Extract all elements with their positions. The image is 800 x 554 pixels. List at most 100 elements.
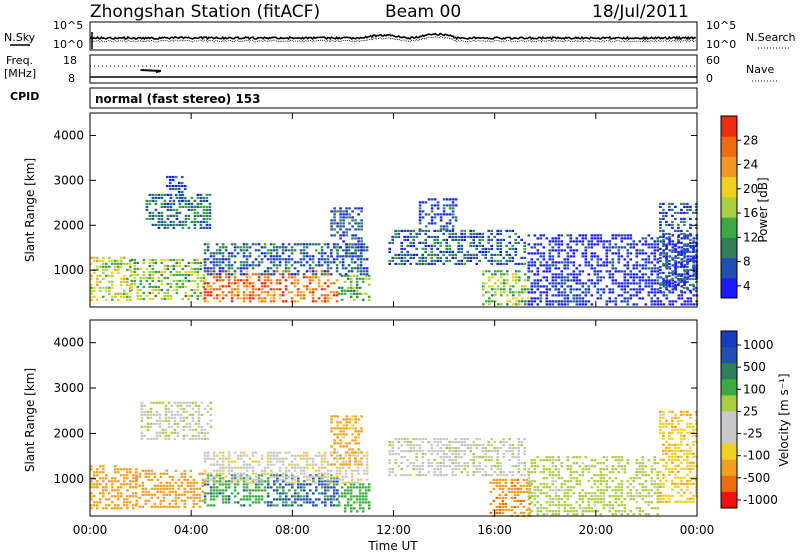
heatmap-cell [515,282,518,285]
heatmap-cell [236,481,240,484]
heatmap-cell [492,508,496,511]
heatmap-cell [206,481,210,484]
heatmap-cell [300,504,303,507]
heatmap-cell [215,481,219,484]
heatmap-cell [614,300,618,303]
heatmap-cell [195,496,199,499]
heatmap-cell [311,288,315,291]
heatmap-cell [581,243,585,246]
heatmap-cell [677,283,680,286]
heatmap-cell [554,468,558,471]
heatmap-cell [151,196,155,199]
heatmap-cell [263,252,267,255]
heatmap-cell [665,244,668,247]
heatmap-cell [608,240,612,243]
heatmap-cell [345,249,348,252]
heatmap-cell [551,240,555,243]
heatmap-cell [581,462,585,465]
heatmap-cell [311,475,315,478]
heatmap-cell [251,489,255,492]
heatmap-cell [278,294,282,297]
heatmap-cell [551,480,555,483]
heatmap-cell [602,498,606,501]
heatmap-cell [351,225,354,228]
heatmap-cell [430,453,433,456]
heatmap-cell [439,462,442,465]
heatmap-cell [668,241,671,244]
heatmap-cell [148,258,152,262]
heatmap-cell [569,471,573,474]
heatmap-cell [635,303,639,306]
heatmap-cell [184,279,188,283]
heatmap-cell [668,232,671,235]
heatmap-cell [227,495,231,498]
heatmap-cell [209,478,213,481]
heatmap-cell [293,282,297,285]
heatmap-cell [336,433,339,436]
heatmap-cell [394,253,397,256]
heatmap-cell [653,483,657,486]
heatmap-cell [683,268,686,271]
heatmap-cell [674,283,677,286]
heatmap-cell [659,479,662,482]
heatmap-cell [145,294,149,298]
heatmap-cell [491,294,494,297]
heatmap-cell [308,475,312,478]
heatmap-cell [215,463,219,466]
heatmap-cell [233,478,237,481]
heatmap-cell [499,229,502,232]
heatmap-cell [665,422,668,425]
heatmap-cell [442,459,445,462]
heatmap-cell [515,270,518,273]
heatmap-cell [517,241,520,244]
heatmap-cell [296,291,300,294]
heatmap-cell [99,465,102,468]
heatmap-cell [466,465,469,468]
heatmap-cell [665,276,669,279]
heatmap-cell [352,507,356,510]
heatmap-cell [117,268,120,271]
heatmap-cell [596,291,600,294]
heatmap-cell [201,499,205,502]
heatmap-cell [183,196,187,200]
heatmap-cell [224,270,228,273]
heatmap-cell [504,496,508,499]
heatmap-cell [203,480,207,483]
heatmap-cell [111,489,114,492]
heatmap-cell [212,297,216,300]
heatmap-cell [418,262,421,265]
heatmap-cell [689,208,692,211]
heatmap-cell [551,477,555,480]
heatmap-cell [293,294,297,297]
heatmap-cell [557,291,561,294]
heatmap-cell [575,456,579,459]
heatmap-cell [689,241,692,244]
heatmap-cell [206,258,210,261]
heatmap-cell [695,250,698,253]
heatmap-cell [356,478,360,481]
heatmap-cell [478,244,481,247]
heatmap-cell [348,463,351,466]
heatmap-cell [320,273,324,276]
heatmap-cell [199,214,203,217]
heatmap-cell [653,288,657,291]
heatmap-cell [206,483,210,486]
heatmap-cell [291,501,294,504]
heatmap-cell [206,291,210,294]
heatmap-cell [487,441,490,444]
heatmap-cell [202,208,206,211]
heatmap-cell [172,199,176,202]
heatmap-cell [123,256,126,259]
heatmap-cell [354,457,357,460]
heatmap-cell [181,220,185,223]
noise-tick-top-left: 10^5 [53,19,83,32]
heatmap-cell [126,292,129,295]
heatmap-cell [641,264,645,267]
heatmap-cell [284,300,288,303]
heatmap-cell [314,264,318,267]
heatmap-cell [299,264,303,267]
heatmap-cell [197,404,201,407]
heatmap-cell [111,501,114,504]
heatmap-cell [475,468,478,471]
heatmap-cell [276,498,279,501]
